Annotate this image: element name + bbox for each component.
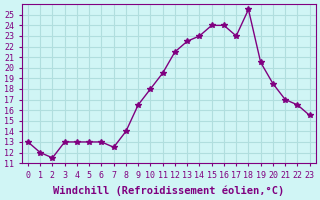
- X-axis label: Windchill (Refroidissement éolien,°C): Windchill (Refroidissement éolien,°C): [53, 185, 284, 196]
